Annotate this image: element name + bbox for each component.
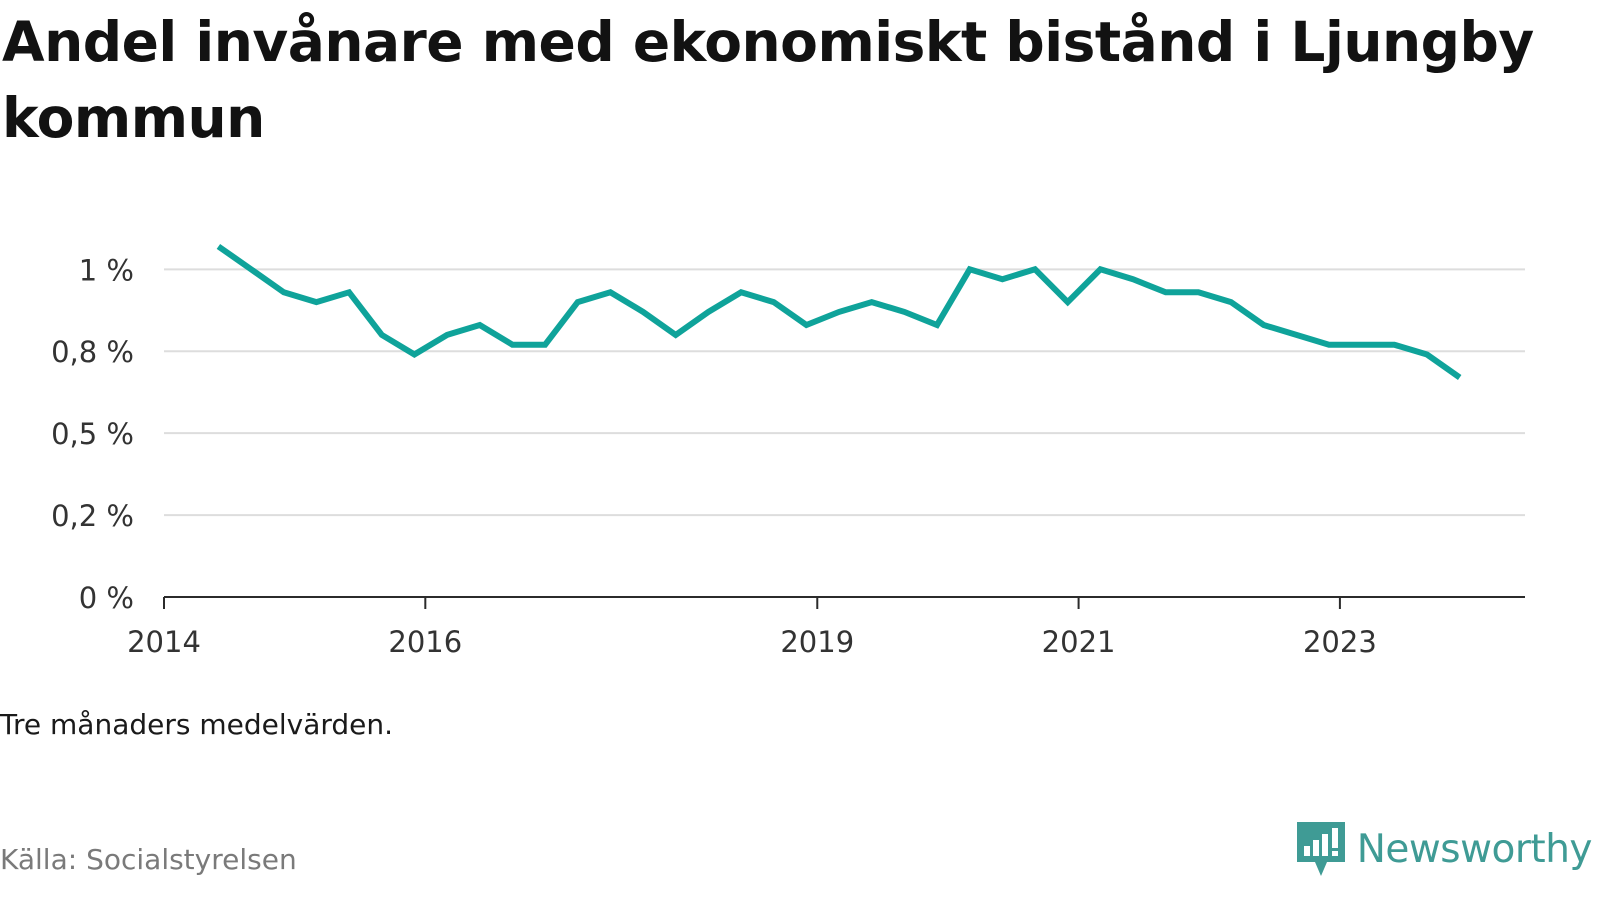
y-tick-label: 0,5 % xyxy=(51,417,134,451)
x-tick-label: 2014 xyxy=(127,625,201,659)
series-layer xyxy=(216,243,1462,380)
brand-logo: Newsworthy xyxy=(1295,820,1593,878)
y-tick-label: 1 % xyxy=(79,253,134,287)
newsworthy-chart-bubble-icon xyxy=(1296,822,1345,876)
gridlines xyxy=(164,268,1525,517)
y-tick-label: 0,8 % xyxy=(51,335,134,369)
x-tick-label: 2016 xyxy=(388,625,462,659)
chart-note: Tre månaders medelvärden. xyxy=(0,708,394,741)
brand-name: Newsworthy xyxy=(1356,826,1593,872)
y-tick-label: 0 % xyxy=(79,581,134,615)
x-axis-ticks: 2014 2016 2019 2021 2023 xyxy=(127,597,1377,659)
source-credit: Källa: Socialstyrelsen xyxy=(0,843,297,876)
x-tick-label: 2021 xyxy=(1042,625,1116,659)
x-tick-label: 2023 xyxy=(1303,625,1377,659)
chart-title: Andel invånare med ekonomiskt bistånd i … xyxy=(2,10,1534,150)
line-chart: 0 %0,2 %0,5 %0,8 %1 % 2014 2016 2019 2021 20… xyxy=(51,243,1525,659)
x-tick-label: 2019 xyxy=(780,625,854,659)
y-axis-tick-labels: 0 % 0,2 % 0,5 % 0,8 % 1 % xyxy=(51,253,134,615)
y-tick-label: 0,2 % xyxy=(51,499,134,533)
series-line xyxy=(216,243,1462,380)
